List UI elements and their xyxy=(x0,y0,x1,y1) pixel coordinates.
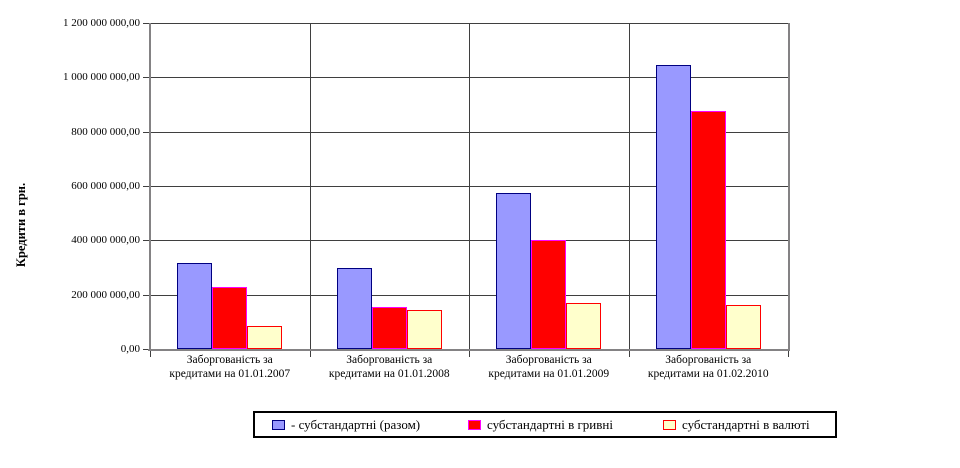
y-axis-title: Кредити в грн. xyxy=(14,182,28,268)
legend-item: субстандартні в валюті xyxy=(663,413,810,436)
category-label-line: кредитами на 01.01.2009 xyxy=(488,368,610,380)
bar-series1-cat4 xyxy=(655,65,691,349)
y-tick-mark xyxy=(143,77,149,79)
category-label-line: Заборгованість за xyxy=(665,354,752,366)
category-label: Заборгованість за кредитами на 01.01.2007 xyxy=(150,353,310,381)
category-label-line: кредитами на 01.02.2010 xyxy=(647,368,769,380)
legend-swatch-icon xyxy=(468,419,481,430)
legend-swatch-icon xyxy=(663,419,676,430)
y-tick-label: 1 000 000 000,00 xyxy=(63,71,140,84)
category-label-line: кредитами на 01.01.2008 xyxy=(328,368,450,380)
y-tick-label: 0,00 xyxy=(120,343,140,355)
legend-swatch-icon xyxy=(272,419,285,430)
x-tick-mark xyxy=(309,351,311,357)
legend-item: - субстандартні (разом) xyxy=(272,413,420,436)
bar-series3-cat1 xyxy=(247,325,283,349)
category-label-line: Заборгованість за xyxy=(186,354,273,366)
y-tick-label: 800 000 000,00 xyxy=(71,125,140,138)
bar-series2-cat2 xyxy=(371,306,407,349)
plot-right-border xyxy=(788,23,790,349)
y-tick-mark xyxy=(143,294,149,296)
x-axis-line xyxy=(148,349,790,351)
y-tick-label: 400 000 000,00 xyxy=(71,234,140,247)
y-tick-mark xyxy=(143,23,149,24)
category-separator xyxy=(628,23,630,349)
bar-series3-cat3 xyxy=(566,302,602,349)
x-tick-mark xyxy=(469,351,470,357)
bar-series2-cat1 xyxy=(212,287,248,349)
y-axis-line xyxy=(149,23,151,351)
category-label: Заборгованість за кредитами на 01.01.2008 xyxy=(310,353,470,381)
category-label-line: Заборгованість за xyxy=(346,354,433,366)
legend-label: субстандартні в валюті xyxy=(682,416,810,432)
y-tick-mark xyxy=(143,186,149,187)
y-tick-label: 600 000 000,00 xyxy=(71,180,140,192)
category-label: Заборгованість за кредитами на 01.02.2010 xyxy=(629,353,789,381)
category-separator xyxy=(469,23,470,349)
legend-item: субстандартні в гривні xyxy=(468,413,613,436)
bar-series3-cat2 xyxy=(406,310,442,349)
category-separator xyxy=(309,23,311,349)
bar-series2-cat3 xyxy=(531,240,567,349)
bar-series1-cat1 xyxy=(177,263,213,349)
category-label-line: кредитами на 01.01.2007 xyxy=(169,368,291,380)
bar-series2-cat4 xyxy=(690,111,726,349)
category-label: Заборгованість за кредитами на 01.01.2009 xyxy=(469,353,629,381)
bar-series1-cat2 xyxy=(336,267,372,349)
bar-series1-cat3 xyxy=(496,192,532,349)
y-tick-mark xyxy=(143,349,149,350)
y-tick-label: 1 200 000 000,00 xyxy=(63,17,140,29)
category-label-line: Заборгованість за xyxy=(505,354,592,366)
legend-label: - субстандартні (разом) xyxy=(291,416,421,432)
x-tick-mark xyxy=(150,351,151,357)
bar-series3-cat4 xyxy=(725,304,761,349)
y-tick-label: 200 000 000,00 xyxy=(71,288,140,301)
legend: - субстандартні (разом) субстандартні в г… xyxy=(253,411,837,438)
y-tick-mark xyxy=(143,240,149,242)
y-tick-mark xyxy=(143,131,149,133)
x-tick-mark xyxy=(628,351,630,357)
legend-label: субстандартні в гривні xyxy=(487,416,613,432)
x-tick-mark xyxy=(788,351,789,357)
